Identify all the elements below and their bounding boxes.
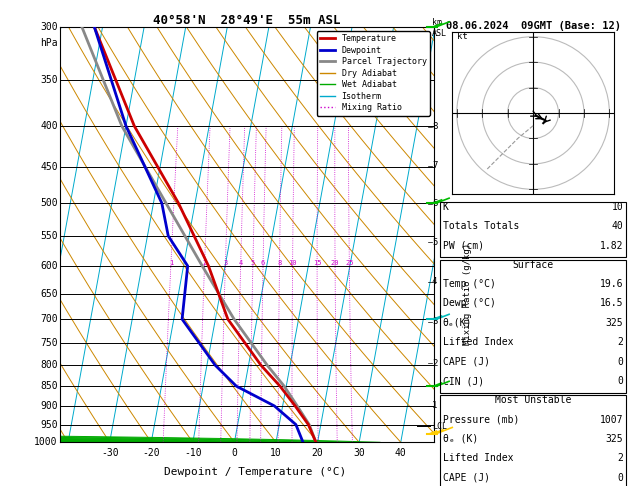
Text: CAPE (J): CAPE (J) [443,357,490,367]
Text: 2: 2 [618,453,623,464]
Text: 400: 400 [40,121,58,131]
Text: 750: 750 [40,338,58,348]
Text: 1.82: 1.82 [600,241,623,251]
Text: Temp (°C): Temp (°C) [443,279,496,289]
Text: Pressure (mb): Pressure (mb) [443,415,519,425]
Text: Lifted Index: Lifted Index [443,337,513,347]
Text: 20: 20 [331,260,339,266]
Text: 325: 325 [606,318,623,328]
Text: 08.06.2024  09GMT (Base: 12): 08.06.2024 09GMT (Base: 12) [446,21,621,31]
Text: 20: 20 [312,449,323,458]
Text: 600: 600 [40,261,58,271]
Text: 2: 2 [618,337,623,347]
Text: 15: 15 [313,260,321,266]
Text: 25: 25 [345,260,353,266]
Text: 800: 800 [40,360,58,370]
Text: LCL: LCL [432,422,447,431]
Text: Mixing Ratio (g/kg): Mixing Ratio (g/kg) [463,243,472,345]
Text: 40: 40 [395,449,406,458]
Text: 1: 1 [432,401,437,410]
Text: -20: -20 [142,449,160,458]
Text: 7: 7 [432,161,437,171]
Text: Most Unstable: Most Unstable [495,395,571,405]
Text: θₑ(K): θₑ(K) [443,318,472,328]
Text: 8: 8 [432,122,437,131]
Text: 1: 1 [169,260,173,266]
Text: K: K [443,202,448,212]
Text: Lifted Index: Lifted Index [443,453,513,464]
Text: 500: 500 [40,198,58,208]
Text: 300: 300 [40,22,58,32]
Text: 10: 10 [611,202,623,212]
Text: 40: 40 [611,221,623,231]
Text: 4: 4 [432,277,437,286]
Text: 325: 325 [606,434,623,444]
Text: 0: 0 [618,357,623,367]
Text: PW (cm): PW (cm) [443,241,484,251]
Text: 900: 900 [40,401,58,411]
Text: 3: 3 [223,260,228,266]
Text: 650: 650 [40,289,58,298]
Text: θₑ (K): θₑ (K) [443,434,478,444]
Text: 0: 0 [618,376,623,386]
Text: 4: 4 [238,260,243,266]
Text: km
ASL: km ASL [432,18,447,38]
Text: 700: 700 [40,314,58,324]
Text: hPa: hPa [40,37,58,48]
Title: 40°58'N  28°49'E  55m ASL: 40°58'N 28°49'E 55m ASL [153,14,341,27]
Text: 2: 2 [203,260,207,266]
Text: 1000: 1000 [34,437,58,447]
Text: CIN (J): CIN (J) [443,376,484,386]
Text: 5: 5 [251,260,255,266]
Text: 2: 2 [432,359,437,367]
Text: 8: 8 [277,260,282,266]
Text: 10: 10 [270,449,282,458]
Text: 0: 0 [231,449,237,458]
Text: 550: 550 [40,231,58,241]
Text: -30: -30 [101,449,118,458]
Text: 5: 5 [432,238,437,247]
Text: 950: 950 [40,419,58,430]
Text: 1007: 1007 [600,415,623,425]
Text: 30: 30 [353,449,365,458]
Text: Dewp (°C): Dewp (°C) [443,298,496,309]
Text: 16.5: 16.5 [600,298,623,309]
Text: CAPE (J): CAPE (J) [443,473,490,483]
Text: kt: kt [457,32,467,41]
Text: 3: 3 [432,317,437,326]
Text: 0: 0 [618,473,623,483]
Text: 450: 450 [40,162,58,172]
Text: 850: 850 [40,381,58,391]
Text: 350: 350 [40,75,58,85]
Text: Dewpoint / Temperature (°C): Dewpoint / Temperature (°C) [164,467,347,477]
Text: -10: -10 [184,449,202,458]
Text: Totals Totals: Totals Totals [443,221,519,231]
Text: 10: 10 [288,260,297,266]
Text: 6: 6 [261,260,265,266]
Text: 19.6: 19.6 [600,279,623,289]
Text: Surface: Surface [513,260,554,270]
Legend: Temperature, Dewpoint, Parcel Trajectory, Dry Adiabat, Wet Adiabat, Isotherm, Mi: Temperature, Dewpoint, Parcel Trajectory… [316,31,430,116]
Text: 6: 6 [432,199,437,208]
